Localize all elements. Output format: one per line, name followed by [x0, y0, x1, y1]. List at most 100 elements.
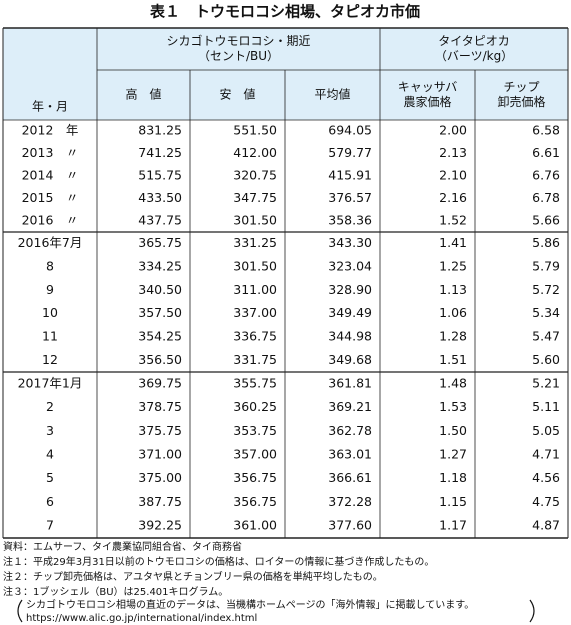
cell-value: 831.25 [138, 123, 182, 138]
cell-value: 5.60 [532, 352, 560, 367]
cell-value: 6.76 [532, 168, 560, 183]
cell-value: 1.15 [439, 494, 467, 509]
cell-value: 362.78 [328, 423, 372, 438]
cell-value: 4.87 [532, 518, 560, 533]
cell-value: 354.25 [138, 329, 182, 344]
column-header: 農家価格 [403, 94, 451, 109]
row-label: 2014 〃 [22, 168, 79, 183]
cell-value: 741.25 [138, 145, 182, 160]
cell-value: 356.50 [138, 352, 182, 367]
row-label: 9 [46, 282, 54, 297]
column-header: 安 値 [219, 87, 255, 102]
cell-value: 357.00 [233, 447, 277, 462]
cell-value: 340.50 [138, 282, 182, 297]
cell-value: 375.00 [138, 470, 182, 485]
cell-value: 5.86 [532, 235, 560, 250]
row-label: 12 [42, 352, 58, 367]
cell-value: 579.77 [328, 145, 372, 160]
note: 注１：平成29年3月31日以前のトウモロコシの価格は、ロイターの情報に基づき作成… [3, 555, 434, 568]
cell-value: 1.51 [439, 352, 467, 367]
cell-value: 4.71 [532, 447, 560, 462]
cell-value: 365.75 [138, 235, 182, 250]
cell-value: 6.61 [532, 145, 560, 160]
cell-value: 1.13 [439, 282, 467, 297]
cell-value: 320.75 [233, 168, 277, 183]
row-label: 6 [46, 494, 54, 509]
cell-value: 5.05 [532, 423, 560, 438]
cell-value: 515.75 [138, 168, 182, 183]
cell-value: 372.28 [328, 494, 372, 509]
cell-value: 331.25 [233, 235, 277, 250]
cell-value: 371.00 [138, 447, 182, 462]
cell-value: 378.75 [138, 399, 182, 414]
paren-right [529, 599, 535, 623]
cell-value: 328.90 [328, 282, 372, 297]
cell-value: 353.75 [233, 423, 277, 438]
box-note: https://www.alic.go.jp/international/ind… [26, 613, 257, 624]
cell-value: 311.00 [233, 282, 277, 297]
cell-value: 694.05 [328, 123, 372, 138]
cell-value: 357.50 [138, 305, 182, 320]
cell-value: 6.58 [532, 123, 560, 138]
cell-value: 5.47 [532, 329, 560, 344]
cell-value: 1.17 [439, 518, 467, 533]
cell-value: 344.98 [328, 329, 372, 344]
cell-value: 1.06 [439, 305, 467, 320]
cell-value: 415.91 [328, 168, 372, 183]
row-label: 8 [46, 259, 54, 274]
cell-value: 363.01 [328, 447, 372, 462]
cell-value: 301.50 [233, 212, 277, 227]
cell-value: 366.61 [328, 470, 372, 485]
row-label: 2 [46, 399, 54, 414]
cell-value: 336.75 [233, 329, 277, 344]
cell-value: 376.57 [328, 190, 372, 205]
cell-value: 361.00 [233, 518, 277, 533]
cell-value: 337.00 [233, 305, 277, 320]
column-header: 高 値 [125, 87, 161, 102]
column-header: 平均値 [314, 87, 350, 102]
cell-value: 5.79 [532, 259, 560, 274]
title: 表１ トウモロコシ相場、タピオカ市価 [150, 3, 420, 21]
note: 注３：1ブッシェル（BU）は25.401キログラム。 [3, 585, 228, 598]
row-label: 2017年1月 [18, 375, 83, 390]
cell-value: 5.66 [532, 212, 560, 227]
row-label: 2016 〃 [22, 212, 79, 227]
cell-value: 360.25 [233, 399, 277, 414]
row-label: 2015 〃 [22, 190, 79, 205]
box-note: シカゴトウモロコシ相場の直近のデータは、当機構ホームページの「海外情報」に掲載し… [26, 598, 474, 611]
cell-value: 2.00 [439, 123, 467, 138]
cell-value: 347.75 [233, 190, 277, 205]
cell-value: 358.36 [328, 212, 372, 227]
cell-value: 4.56 [532, 470, 560, 485]
row-label: 7 [46, 518, 54, 533]
cell-value: 323.04 [328, 259, 372, 274]
cell-value: 5.11 [532, 399, 560, 414]
cell-value: 4.75 [532, 494, 560, 509]
paren-left [17, 599, 23, 623]
cell-value: 6.78 [532, 190, 560, 205]
cell-value: 301.50 [233, 259, 277, 274]
cell-value: 5.34 [532, 305, 560, 320]
row-label: 4 [46, 447, 54, 462]
row-label: 11 [42, 329, 58, 344]
cell-value: 361.81 [328, 375, 372, 390]
cell-value: 551.50 [233, 123, 277, 138]
cell-value: 1.52 [439, 212, 467, 227]
note: 資料：エムサーフ、タイ農業協同組合省、タイ商務省 [3, 540, 242, 553]
cell-value: 343.30 [328, 235, 372, 250]
cell-value: 356.75 [233, 470, 277, 485]
cell-value: 355.75 [233, 375, 277, 390]
cell-value: 2.13 [439, 145, 467, 160]
row-label: 5 [46, 470, 54, 485]
group-header: シカゴトウモロコシ・期近 [166, 33, 310, 48]
cell-value: 349.49 [328, 305, 372, 320]
corner-label: 年・月 [32, 100, 68, 114]
cell-value: 1.53 [439, 399, 467, 414]
cell-value: 5.21 [532, 375, 560, 390]
row-label: 2016年7月 [18, 235, 83, 250]
cell-value: 433.50 [138, 190, 182, 205]
cell-value: 5.72 [532, 282, 560, 297]
cell-value: 331.75 [233, 352, 277, 367]
cell-value: 392.25 [138, 518, 182, 533]
